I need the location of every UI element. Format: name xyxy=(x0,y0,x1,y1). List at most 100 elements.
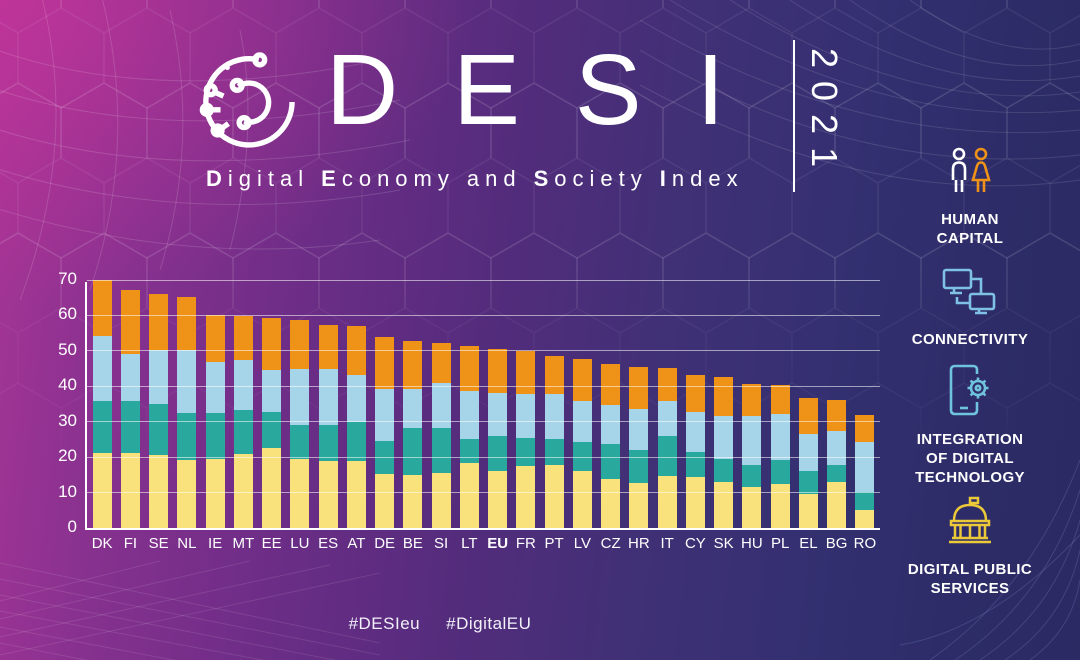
y-axis-tick-30: 30 xyxy=(58,410,77,430)
segment-DE-human-capital xyxy=(375,337,395,390)
gridline-20 xyxy=(87,456,880,458)
segment-NL-human-capital xyxy=(177,297,197,350)
segment-MT-connectivity xyxy=(233,360,253,411)
legend-label-connectivity: CONNECTIVITY xyxy=(911,331,1029,348)
legend-human-capital: HUMAN CAPITAL xyxy=(882,146,1058,248)
segment-SK-digital-public-services xyxy=(714,481,734,528)
segment-FI-connectivity xyxy=(120,353,140,402)
segment-SI-connectivity xyxy=(431,383,451,428)
segment-NL-connectivity xyxy=(177,349,197,413)
segment-SE-connectivity xyxy=(149,350,169,405)
segment-BE-connectivity xyxy=(403,389,423,428)
x-label-HU: HU xyxy=(741,535,763,552)
segment-FR-digital-public-services xyxy=(516,466,536,528)
gridline-10 xyxy=(87,492,880,494)
bar-NL xyxy=(173,282,201,528)
segment-RO-human-capital xyxy=(855,415,875,443)
segment-SK-human-capital xyxy=(714,377,734,416)
segment-LT-human-capital xyxy=(459,345,479,392)
bar-BE xyxy=(399,282,427,528)
bar-MT xyxy=(229,282,257,528)
bar-FR xyxy=(512,282,540,528)
subtitle-word: Economy xyxy=(321,166,455,191)
segment-DK-human-capital xyxy=(92,280,112,337)
segment-SK-connectivity xyxy=(714,415,734,459)
x-label-DK: DK xyxy=(91,535,113,552)
x-label-IE: IE xyxy=(208,535,223,552)
title-year: 2021 xyxy=(804,48,845,181)
page-title: DESI xyxy=(326,34,780,146)
segment-EE-digital-public-services xyxy=(262,448,282,528)
segment-ES-connectivity xyxy=(318,369,338,425)
x-labels: DK FI SE NL IE MT EE LU ES AT DE BE SI LT EU FR PT LV CZ HR… xyxy=(87,535,880,552)
x-label-IT: IT xyxy=(660,535,674,552)
bar-PT xyxy=(540,282,568,528)
x-label-HR: HR xyxy=(628,535,650,552)
bar-BG xyxy=(823,282,851,528)
x-label-FI: FI xyxy=(123,535,138,552)
segment-IT-integration-of-digital-technology xyxy=(657,435,677,476)
segment-CY-integration-of-digital-technology xyxy=(685,452,705,477)
segment-BG-digital-public-services xyxy=(827,481,847,528)
hashtag-desieu: #DESIeu xyxy=(348,614,421,633)
y-axis-tick-40: 40 xyxy=(58,375,77,395)
segment-HR-connectivity xyxy=(629,408,649,451)
x-label-LU: LU xyxy=(290,535,310,552)
segment-HU-digital-public-services xyxy=(742,487,762,528)
segment-BE-digital-public-services xyxy=(403,475,423,528)
legend-digital-public-services: DIGITAL PUBLIC SERVICES xyxy=(882,496,1058,598)
x-label-RO: RO xyxy=(853,535,877,552)
legend-label-human-capital: HUMAN CAPITAL xyxy=(936,211,1004,247)
bars xyxy=(87,280,880,528)
segment-MT-human-capital xyxy=(233,315,253,361)
x-label-EL: EL xyxy=(799,535,818,552)
segment-EU-connectivity xyxy=(488,393,508,437)
x-label-ES: ES xyxy=(318,535,339,552)
title-year-divider xyxy=(793,40,795,192)
segment-CZ-connectivity xyxy=(601,404,621,444)
y-axis-tick-50: 50 xyxy=(58,339,77,359)
segment-LT-integration-of-digital-technology xyxy=(459,439,479,463)
subtitle-word: Digital xyxy=(206,166,310,191)
mesh-bottom-left xyxy=(0,545,380,660)
segment-SK-integration-of-digital-technology xyxy=(714,458,734,482)
segment-FI-integration-of-digital-technology xyxy=(120,401,140,453)
segment-CY-digital-public-services xyxy=(685,477,705,528)
subtitle-word: Index xyxy=(659,166,744,191)
segment-FR-human-capital xyxy=(516,351,536,395)
bar-EE xyxy=(258,282,286,528)
segment-FI-digital-public-services xyxy=(120,452,140,528)
legend-connectivity: CONNECTIVITY xyxy=(882,266,1058,349)
segment-AT-connectivity xyxy=(346,374,366,422)
segment-SE-integration-of-digital-technology xyxy=(149,404,169,456)
bar-SI xyxy=(427,282,455,528)
segment-ES-integration-of-digital-technology xyxy=(318,424,338,461)
segment-AT-integration-of-digital-technology xyxy=(346,421,366,462)
segment-EU-human-capital xyxy=(488,348,508,394)
stacked-bar-chart: DK FI SE NL IE MT EE LU ES AT DE BE SI LT EU FR PT LV CZ HR… xyxy=(58,269,880,552)
x-label-CZ: CZ xyxy=(600,535,621,552)
segment-HR-digital-public-services xyxy=(629,483,649,528)
integration-of-digital-technology-icon xyxy=(947,364,993,418)
segment-EL-connectivity xyxy=(798,433,818,472)
segment-DK-integration-of-digital-technology xyxy=(92,401,112,454)
segment-AT-digital-public-services xyxy=(346,461,366,528)
segment-MT-digital-public-services xyxy=(233,454,253,528)
segment-IE-human-capital xyxy=(205,314,225,362)
bar-CY xyxy=(681,282,709,528)
segment-SE-digital-public-services xyxy=(149,455,169,528)
y-axis-tick-70: 70 xyxy=(58,269,77,288)
y-axis-tick-0: 0 xyxy=(67,517,77,536)
segment-LV-human-capital xyxy=(572,358,592,402)
x-label-LT: LT xyxy=(461,535,478,552)
segment-IE-digital-public-services xyxy=(205,458,225,528)
segment-PT-human-capital xyxy=(544,355,564,395)
bar-PL xyxy=(766,282,794,528)
segment-FR-integration-of-digital-technology xyxy=(516,438,536,467)
segment-DE-connectivity xyxy=(375,389,395,442)
dimension-legend-panel: HUMAN CAPITAL CONNECTIVITY xyxy=(882,0,1058,660)
segment-CZ-digital-public-services xyxy=(601,478,621,528)
segment-IE-connectivity xyxy=(205,361,225,414)
segment-BG-human-capital xyxy=(827,400,847,431)
connectivity-icon xyxy=(941,266,999,318)
